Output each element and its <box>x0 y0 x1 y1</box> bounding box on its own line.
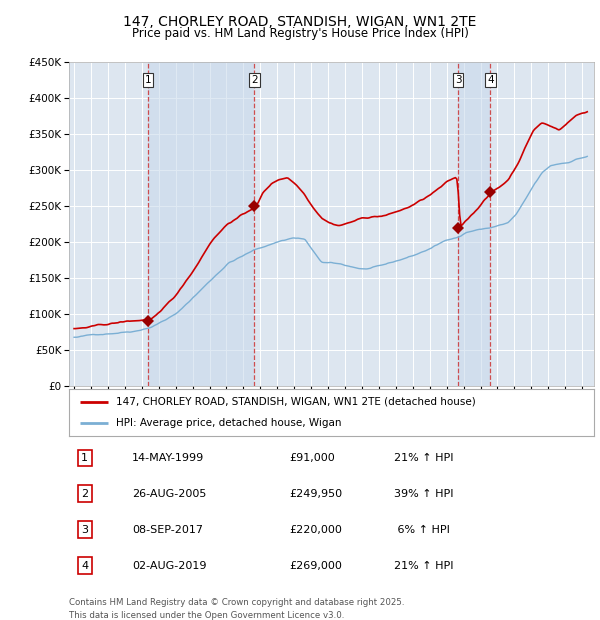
Text: 3: 3 <box>455 75 461 85</box>
Text: 4: 4 <box>487 75 494 85</box>
Text: 1: 1 <box>81 453 88 463</box>
Text: 147, CHORLEY ROAD, STANDISH, WIGAN, WN1 2TE (detached house): 147, CHORLEY ROAD, STANDISH, WIGAN, WN1 … <box>116 397 476 407</box>
Text: 2: 2 <box>251 75 258 85</box>
Text: £91,000: £91,000 <box>290 453 335 463</box>
Text: 3: 3 <box>81 525 88 535</box>
Text: Contains HM Land Registry data © Crown copyright and database right 2025.: Contains HM Land Registry data © Crown c… <box>69 598 404 608</box>
Text: £269,000: £269,000 <box>290 560 343 571</box>
Text: 2: 2 <box>81 489 88 499</box>
Text: 21% ↑ HPI: 21% ↑ HPI <box>395 453 454 463</box>
Text: 08-SEP-2017: 08-SEP-2017 <box>132 525 203 535</box>
Text: Price paid vs. HM Land Registry's House Price Index (HPI): Price paid vs. HM Land Registry's House … <box>131 27 469 40</box>
Text: 14-MAY-1999: 14-MAY-1999 <box>132 453 204 463</box>
Text: 1: 1 <box>145 75 151 85</box>
Text: 6% ↑ HPI: 6% ↑ HPI <box>395 525 451 535</box>
Text: £249,950: £249,950 <box>290 489 343 499</box>
Text: HPI: Average price, detached house, Wigan: HPI: Average price, detached house, Wiga… <box>116 418 342 428</box>
Bar <box>458 62 490 386</box>
Text: 26-AUG-2005: 26-AUG-2005 <box>132 489 206 499</box>
Text: £220,000: £220,000 <box>290 525 343 535</box>
Text: 39% ↑ HPI: 39% ↑ HPI <box>395 489 454 499</box>
Text: 147, CHORLEY ROAD, STANDISH, WIGAN, WN1 2TE: 147, CHORLEY ROAD, STANDISH, WIGAN, WN1 … <box>124 16 476 30</box>
Text: This data is licensed under the Open Government Licence v3.0.: This data is licensed under the Open Gov… <box>69 611 344 620</box>
Text: 4: 4 <box>81 560 88 571</box>
Bar <box>148 62 254 386</box>
Text: 02-AUG-2019: 02-AUG-2019 <box>132 560 206 571</box>
Text: 21% ↑ HPI: 21% ↑ HPI <box>395 560 454 571</box>
